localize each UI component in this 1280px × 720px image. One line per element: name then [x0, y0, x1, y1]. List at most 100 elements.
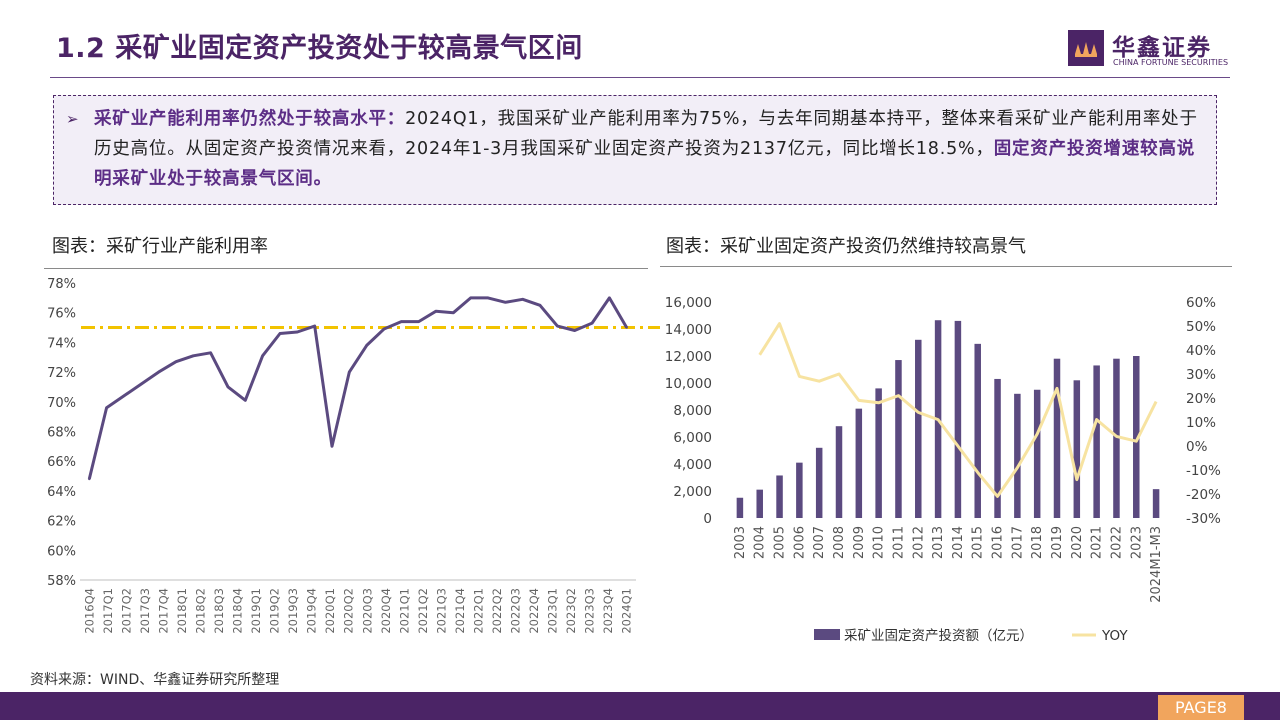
y-right-tick-label: 10% [1186, 415, 1216, 431]
investment-bar [1133, 356, 1140, 518]
investment-bar [1152, 489, 1160, 518]
x-tick-label: 2019Q4 [305, 588, 319, 634]
investment-bar [776, 475, 783, 518]
y-left-tick-label: 14,000 [665, 322, 712, 338]
summary-text: 采矿业产能利用率仍然处于较高水平：2024Q1，我国采矿业产能利用率为75%，与… [94, 104, 1206, 194]
x-tick-label: 2012 [911, 526, 926, 559]
investment-bar [1113, 358, 1120, 518]
x-tick-label: 2011 [891, 526, 906, 559]
x-tick-label: 2020Q3 [360, 588, 374, 634]
investment-bar [835, 426, 843, 518]
investment-bar [895, 360, 902, 518]
utilization-point [400, 320, 403, 323]
x-tick-label: 2005 [773, 526, 788, 559]
x-tick-label: 2022Q4 [527, 588, 541, 634]
utilization-point [434, 310, 438, 313]
utilization-point [296, 330, 299, 334]
x-tick-label: 2019 [1050, 526, 1065, 559]
investment-bar [736, 497, 744, 518]
investment-bar [756, 489, 763, 518]
x-tick-label: 2020Q1 [323, 588, 337, 634]
x-tick-label: 2023Q3 [583, 588, 597, 634]
x-tick-label: 2016 [991, 526, 1006, 559]
utilization-point [469, 296, 472, 300]
logo-name: 华鑫证券 [1112, 35, 1212, 61]
x-tick-label: 2009 [852, 526, 867, 559]
x-tick-label: 2022 [1109, 526, 1124, 559]
x-tick-label: 2020 [1070, 526, 1085, 559]
utilization-point [330, 445, 334, 448]
x-tick-label: 2023Q4 [601, 588, 615, 634]
x-tick-label: 2023 [1129, 526, 1144, 559]
investment-bar [875, 388, 882, 518]
y-tick-label: 74% [47, 336, 76, 351]
y-tick-label: 64% [47, 485, 76, 500]
x-tick-label: 2019Q2 [268, 588, 282, 634]
utilization-point [521, 298, 524, 301]
y-left-tick-label: 16,000 [665, 295, 712, 311]
x-tick-label: 2021 [1090, 526, 1105, 559]
mining-investment-chart: 16,000 14,000 12,000 10,000 8,000 6,000 4,000 2… [665, 295, 1221, 644]
legend-bar-label: 采矿业固定资产投资额（亿元） [844, 628, 1033, 644]
y-tick-label: 66% [47, 455, 76, 470]
y-left-tick-label: 2,000 [673, 484, 712, 500]
x-tick-label: 2021Q3 [434, 588, 448, 634]
utilization-point [348, 370, 351, 374]
x-tick-label: 2014 [951, 526, 966, 559]
summary-box: ➢ 采矿业产能利用率仍然处于较高水平：2024Q1，我国采矿业产能利用率为75%… [53, 95, 1217, 205]
legend-bar-swatch [814, 629, 840, 640]
logo-mark-icon [1068, 30, 1104, 66]
x-tick-label: 2019Q1 [249, 588, 263, 634]
utilization-point [192, 354, 195, 357]
investment-bar [974, 343, 981, 518]
right-chart-divider [660, 266, 1232, 267]
utilization-point [625, 326, 628, 329]
y-tick-label: 72% [47, 366, 76, 381]
y-right-tick-label: 0% [1186, 439, 1208, 455]
company-logo: 华鑫证券 CHINA FORTUNE SECURITIES [1068, 28, 1234, 70]
utilization-point [590, 321, 594, 325]
utilization-point [140, 382, 143, 386]
x-tick-label: 2017Q1 [101, 588, 115, 634]
x-tick-label: 2021Q2 [416, 588, 430, 634]
utilization-point [278, 332, 282, 335]
utilization-point [261, 354, 264, 357]
y-tick-label: 58% [47, 574, 76, 589]
x-tick-label: 2019Q3 [286, 588, 300, 634]
y-left-tick-label: 10,000 [665, 376, 712, 392]
y-right-tick-label: -10% [1186, 463, 1221, 479]
x-tick-label: 2021Q4 [453, 588, 467, 634]
x-tick-label: 2022Q3 [509, 588, 523, 634]
right-chart-title: 图表：采矿业固定资产投资仍然维持较高景气 [666, 236, 1026, 257]
investment-bar [1033, 389, 1041, 518]
investment-bar [954, 320, 962, 518]
investment-bar [1073, 380, 1081, 518]
utilization-point [417, 320, 420, 323]
x-tick-label: 2008 [832, 526, 847, 559]
utilization-point [504, 301, 507, 304]
utilization-point [244, 399, 247, 402]
y-tick-label: 60% [47, 544, 76, 559]
x-tick-label: 2007 [812, 526, 827, 559]
footer-bar [0, 692, 1280, 720]
y-tick-label: 70% [47, 396, 76, 411]
utilization-point [608, 296, 611, 300]
y-right-tick-label: 40% [1186, 343, 1216, 359]
investment-bar [1053, 358, 1061, 518]
x-tick-label: 2003 [733, 526, 748, 559]
y-right-tick-label: 50% [1186, 319, 1216, 335]
x-tick-label: 2016Q4 [82, 588, 96, 634]
left-chart-title: 图表：采矿行业产能利用率 [52, 236, 268, 257]
x-tick-label: 2020Q2 [342, 588, 356, 634]
x-tick-label: 2018Q1 [175, 588, 189, 634]
x-tick-label: 2024Q1 [620, 588, 634, 634]
x-tick-label: 2022Q1 [471, 588, 485, 634]
x-tick-label: 2022Q2 [490, 588, 504, 634]
utilization-point [538, 304, 542, 307]
y-tick-label: 68% [47, 426, 76, 441]
y-right-tick-label: -30% [1186, 511, 1221, 527]
y-right-tick-label: -20% [1186, 487, 1221, 503]
source-note: 资料来源：WIND、华鑫证券研究所整理 [30, 672, 280, 688]
x-tick-label: 2020Q4 [379, 588, 393, 634]
x-tick-label: 2015 [971, 526, 986, 559]
